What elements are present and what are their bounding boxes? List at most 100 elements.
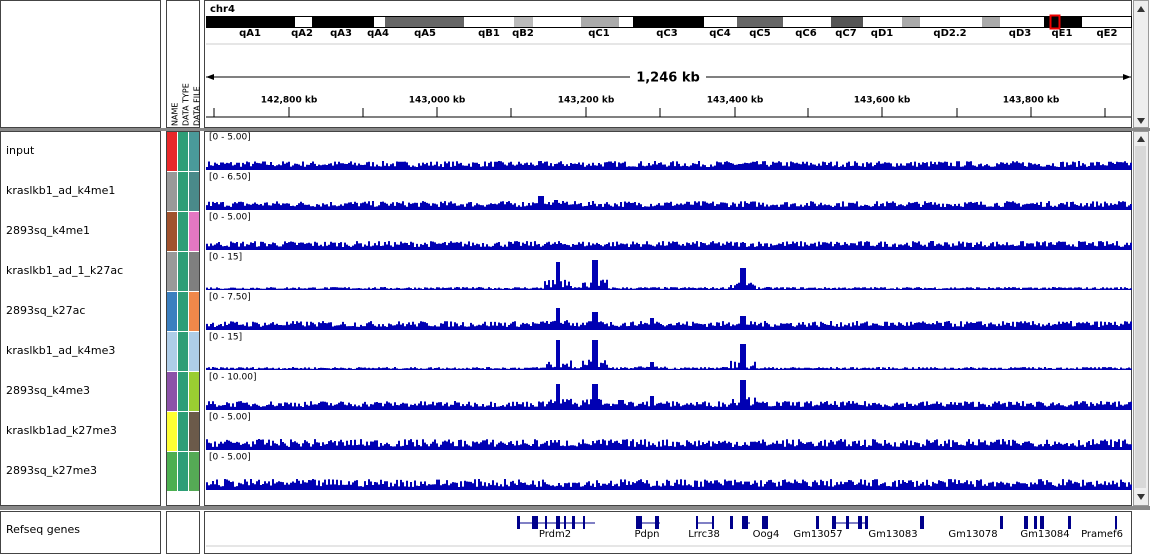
gene-label: Lrrc38 <box>688 529 720 540</box>
chromosome-label: chr4 <box>210 4 235 15</box>
exon <box>1024 516 1028 529</box>
band-label: qA5 <box>414 28 436 39</box>
ruler-tick-label: 143,400 kb <box>707 96 764 106</box>
cytoband <box>295 17 312 27</box>
attribute-cell <box>189 452 199 491</box>
cytoband <box>902 17 920 27</box>
attribute-cell <box>189 412 199 451</box>
band-label: qA3 <box>330 28 352 39</box>
cytoband <box>464 17 514 27</box>
cytoband <box>374 17 385 27</box>
band-label: qC3 <box>656 28 677 39</box>
data-range: [0 - 5.00] <box>209 413 251 423</box>
attribute-cell <box>167 292 177 331</box>
ruler-tick-label: 143,200 kb <box>558 96 615 106</box>
band-label: qC5 <box>749 28 770 39</box>
data-range: [0 - 5.00] <box>209 453 251 463</box>
ruler-tick-label: 142,800 kb <box>261 96 318 106</box>
attribute-cell <box>167 172 177 211</box>
scroll-thumb[interactable] <box>1135 146 1146 488</box>
attribute-cell <box>167 372 177 411</box>
attribute-cell <box>189 372 199 411</box>
cytoband <box>982 17 1000 27</box>
track-name: 2893sq_k4me1 <box>6 224 90 237</box>
data-range: [0 - 6.50] <box>209 173 251 183</box>
band-label: qC7 <box>835 28 856 39</box>
attribute-cell <box>167 212 177 251</box>
exon <box>1115 516 1117 529</box>
track-name: kraslkb1ad_k27me3 <box>6 424 117 437</box>
data-range: [0 - 5.00] <box>209 133 251 143</box>
scroll-up[interactable] <box>1137 6 1145 12</box>
span-bg <box>630 69 706 85</box>
cytoband <box>514 17 533 27</box>
attribute-cell <box>178 212 188 251</box>
band-label: qB1 <box>478 28 500 39</box>
band-label: qE2 <box>1097 28 1118 39</box>
track-name: input <box>6 144 35 157</box>
data-range: [0 - 15] <box>209 253 242 263</box>
gene-label: Oog4 <box>753 529 780 540</box>
attribute-cell <box>167 252 177 291</box>
attribute-cell <box>167 412 177 451</box>
gene-label: Prdm2 <box>539 529 571 540</box>
cytoband <box>533 17 581 27</box>
attribute-cell <box>178 252 188 291</box>
attribute-cell <box>178 172 188 211</box>
attribute-cell <box>178 372 188 411</box>
scroll-up[interactable] <box>1137 136 1145 142</box>
exon <box>730 516 733 529</box>
track-name: kraslkb1_ad_k4me3 <box>6 344 115 357</box>
exon <box>583 516 585 529</box>
scroll-down[interactable] <box>1137 494 1145 500</box>
attribute-cell <box>167 132 177 171</box>
attribute-cell <box>178 452 188 491</box>
exon <box>1000 516 1003 529</box>
ruler-tick-label: 143,600 kb <box>854 96 911 106</box>
exon <box>572 516 575 529</box>
data-range: [0 - 5.00] <box>209 213 251 223</box>
track-name: Refseq genes <box>6 523 80 536</box>
signal-track <box>206 439 1132 450</box>
cytoband <box>619 17 633 27</box>
cytoband <box>783 17 831 27</box>
band-label: qA4 <box>367 28 389 39</box>
signal-track <box>206 479 1132 490</box>
cytoband <box>831 17 863 27</box>
gene-label: Gm13057 <box>793 529 842 540</box>
cytoband <box>206 17 295 27</box>
cytoband <box>737 17 783 27</box>
exon <box>816 516 819 529</box>
attr-header: DATA FILE <box>193 86 202 126</box>
current-region <box>1049 14 1061 30</box>
scrollbar[interactable] <box>1133 0 1149 128</box>
header-attr-panel <box>166 0 200 128</box>
attribute-cell <box>178 332 188 371</box>
scroll-down[interactable] <box>1137 118 1145 124</box>
band-label: qC1 <box>588 28 609 39</box>
band-label: qD1 <box>871 28 893 39</box>
divider <box>0 128 1150 131</box>
cytoband <box>581 17 619 27</box>
header-name-panel <box>0 0 161 128</box>
track-name: 2893sq_k27me3 <box>6 464 97 477</box>
attribute-cell <box>189 292 199 331</box>
band-label: qB2 <box>512 28 534 39</box>
exon <box>517 516 520 529</box>
cytoband <box>920 17 982 27</box>
signal-track <box>206 196 1132 210</box>
track-name: kraslkb1_ad_k4me1 <box>6 184 115 197</box>
cytoband <box>1082 17 1131 27</box>
data-range: [0 - 7.50] <box>209 293 251 303</box>
gene-label: Gm13078 <box>948 529 997 540</box>
cytoband <box>863 17 902 27</box>
divider <box>0 506 1150 510</box>
gene-label: Gm13083 <box>868 529 917 540</box>
cytoband <box>704 17 737 27</box>
band-label: qA2 <box>291 28 313 39</box>
attribute-cell <box>178 132 188 171</box>
signal-track <box>206 161 1132 170</box>
exon <box>564 516 566 529</box>
attribute-cell <box>178 412 188 451</box>
